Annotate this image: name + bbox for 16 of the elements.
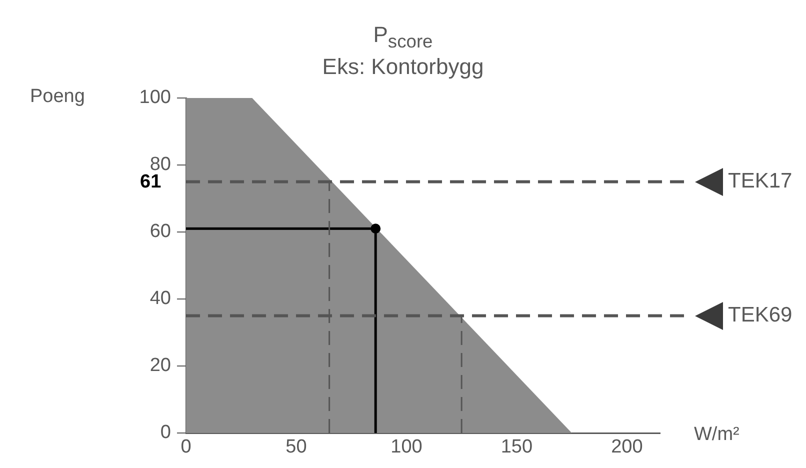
x-tick-label: 50 xyxy=(286,436,307,458)
x-tick-label: 150 xyxy=(500,436,533,458)
y-axis-title: Poeng xyxy=(30,86,85,108)
x-tick-label: 200 xyxy=(611,436,643,458)
x-tick-label: 0 xyxy=(180,436,192,458)
y-tick-label: 40 xyxy=(150,288,171,310)
chart-subtitle: Eks: Kontorbygg xyxy=(321,54,485,80)
x-axis-title: W/m² xyxy=(694,424,740,446)
y-tick-label: 0 xyxy=(160,422,171,444)
x-tick-label: 100 xyxy=(390,436,422,458)
ref-line-label: TEK69 xyxy=(728,304,792,327)
y-tick-label: 100 xyxy=(139,87,171,108)
y-tick-label: 20 xyxy=(150,355,171,376)
ref-line-label: TEK17 xyxy=(728,170,792,193)
chart-title: P$_{score}$ xyxy=(372,22,434,52)
y-tick-label: 60 xyxy=(150,221,171,242)
